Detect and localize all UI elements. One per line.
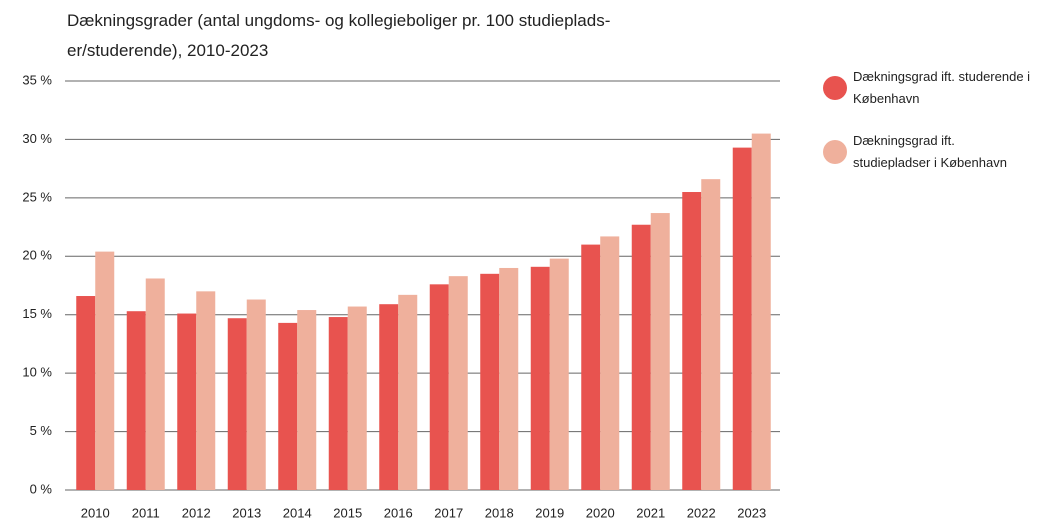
x-tick-label: 2010 <box>81 505 110 520</box>
y-tick-label: 5 % <box>30 423 53 438</box>
bar <box>732 147 752 490</box>
bar <box>126 311 146 490</box>
bar <box>701 179 721 490</box>
y-tick-label: 0 % <box>30 481 53 496</box>
bar <box>177 313 197 490</box>
bar <box>499 267 519 490</box>
bar <box>95 251 115 490</box>
bar <box>650 213 670 490</box>
bar <box>398 294 418 490</box>
x-tick-label: 2013 <box>232 505 261 520</box>
legend-swatch <box>823 140 847 164</box>
x-tick-label: 2018 <box>485 505 514 520</box>
bar <box>480 273 500 490</box>
x-tick-label: 2017 <box>434 505 463 520</box>
x-tick-label: 2011 <box>132 505 160 520</box>
bar <box>328 317 348 490</box>
x-tick-label: 2014 <box>283 505 312 520</box>
bar <box>600 236 620 490</box>
bar <box>379 304 399 490</box>
x-tick-label: 2020 <box>586 505 615 520</box>
bar <box>751 133 771 491</box>
bar <box>227 318 247 490</box>
y-tick-label: 20 % <box>22 248 52 263</box>
bar <box>278 322 298 490</box>
bar <box>145 278 165 490</box>
legend-label: Dækningsgrad ift. studiepladser i Københ… <box>853 133 1007 170</box>
y-tick-label: 25 % <box>22 189 52 204</box>
x-tick-label: 2022 <box>687 505 716 520</box>
legend-swatch <box>823 76 847 100</box>
x-tick-label: 2021 <box>636 505 665 520</box>
bar <box>682 192 702 490</box>
x-tick-label: 2012 <box>182 505 211 520</box>
legend-label: Dækningsgrad ift. studerende i København <box>853 69 1031 106</box>
x-tick-label: 2015 <box>333 505 362 520</box>
bar <box>581 244 601 490</box>
y-tick-label: 30 % <box>22 131 52 146</box>
bar <box>549 258 569 490</box>
y-tick-label: 35 % <box>22 72 52 87</box>
x-tick-label: 2023 <box>737 505 766 520</box>
bar <box>246 299 266 490</box>
bar <box>530 266 550 490</box>
bar <box>448 276 468 490</box>
bar <box>631 224 651 490</box>
y-tick-label: 15 % <box>22 306 52 321</box>
bar <box>76 296 96 490</box>
chart-title: Dækningsgrader (antal ungdoms- og kolleg… <box>67 11 611 60</box>
bar <box>196 291 216 490</box>
bar <box>347 306 367 490</box>
bar <box>297 310 317 490</box>
bar <box>429 284 449 490</box>
y-tick-label: 10 % <box>22 365 52 380</box>
x-tick-label: 2019 <box>535 505 564 520</box>
x-tick-label: 2016 <box>384 505 413 520</box>
